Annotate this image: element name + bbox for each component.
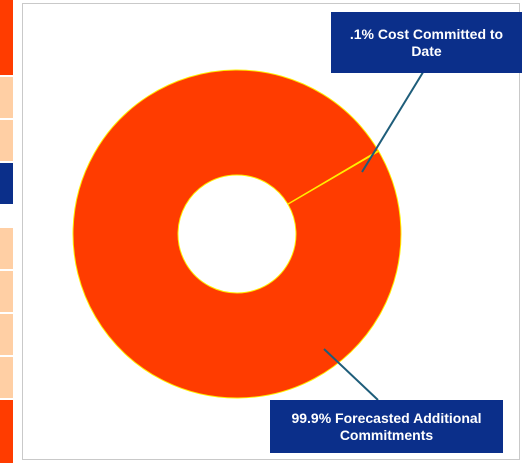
callout-cost-committed: .1% Cost Committed to Date: [331, 12, 522, 73]
chart-panel: .1% Cost Committed to Date 99.9% Forecas…: [22, 3, 522, 460]
slice-forecasted-additional: [72, 69, 402, 399]
left-strip-cell: [0, 271, 13, 313]
callout-forecasted-additional: 99.9% Forecasted Additional Commitments: [270, 400, 503, 453]
left-strip-cell: [0, 77, 13, 119]
left-color-strip: [0, 0, 14, 464]
callout-forecasted-additional-text: 99.9% Forecasted Additional Commitments: [291, 409, 482, 443]
donut-chart: [72, 68, 426, 401]
left-strip-cell: [0, 0, 13, 76]
left-strip-cell: [0, 357, 13, 399]
left-strip-cell: [0, 163, 13, 205]
left-strip-cell: [0, 314, 13, 356]
leader-line-cost-committed: [361, 68, 426, 173]
left-strip-cell: [0, 228, 13, 270]
left-strip-cell: [0, 120, 13, 162]
left-strip-cell: [0, 400, 13, 464]
callout-cost-committed-text: .1% Cost Committed to Date: [349, 25, 504, 59]
leader-line-forecasted-additional: [323, 348, 379, 401]
